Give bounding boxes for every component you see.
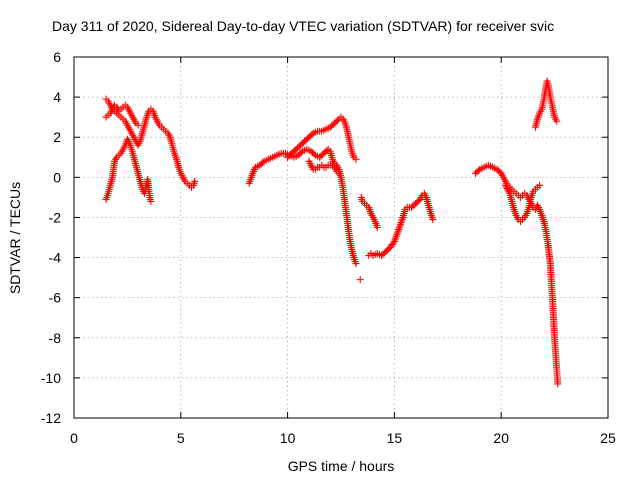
data-point <box>352 155 360 163</box>
y-tick-label: 0 <box>53 169 61 185</box>
data-point <box>536 181 544 189</box>
data-point <box>398 217 406 225</box>
y-tick-label: 4 <box>53 89 61 105</box>
data-point <box>394 227 402 235</box>
ticks-layer: 0 5 10 15 20 25 -12 -10 -8 -6 -4 -2 0 2 4 6 <box>41 49 616 446</box>
data-point <box>398 215 406 223</box>
data-point <box>554 380 562 388</box>
x-tick-label: 5 <box>177 430 185 446</box>
data-point <box>395 224 403 232</box>
x-tick-label: 10 <box>280 430 296 446</box>
series-arc-5 <box>284 113 360 163</box>
x-tick-label: 25 <box>600 430 616 446</box>
data-point <box>356 276 364 284</box>
y-tick-label: -12 <box>41 410 61 426</box>
y-axis-label: SDTVAR / TECUs <box>7 182 23 294</box>
plot-frame <box>73 56 609 419</box>
data-point <box>553 117 561 125</box>
data-point <box>310 150 318 158</box>
data-point <box>397 220 405 228</box>
y-tick-label: -8 <box>49 330 62 346</box>
data-point <box>191 177 199 185</box>
series-arc-11 <box>531 77 561 131</box>
data-point <box>389 239 397 247</box>
series-arc-2 <box>102 95 199 191</box>
y-tick-label: 6 <box>53 49 61 65</box>
data-point <box>392 232 400 240</box>
series-arc-6 <box>305 157 360 268</box>
data-point <box>297 149 305 157</box>
series-arc-3 <box>102 135 155 205</box>
data-point <box>134 121 142 129</box>
y-tick-label: -10 <box>41 370 61 386</box>
data-marks-layer <box>102 77 562 388</box>
data-point <box>373 223 381 231</box>
chart-title: Day 311 of 2020, Sidereal Day-to-day VTE… <box>52 18 554 34</box>
series-arc-10 <box>501 181 544 225</box>
series-arc-7 <box>356 193 381 284</box>
data-point <box>391 236 399 244</box>
data-point <box>390 238 398 246</box>
x-tick-label: 20 <box>493 430 509 446</box>
data-point <box>504 186 512 194</box>
data-point <box>474 167 482 175</box>
data-point <box>147 197 155 205</box>
data-point <box>396 222 404 230</box>
data-point <box>502 183 510 191</box>
data-point <box>259 159 267 167</box>
data-point <box>323 147 331 155</box>
x-axis-label: GPS time / hours <box>288 458 395 474</box>
data-point <box>505 188 513 196</box>
data-point <box>352 260 360 268</box>
data-point <box>395 225 403 233</box>
data-point <box>397 219 405 227</box>
y-tick-label: -2 <box>49 209 62 225</box>
x-tick-label: 0 <box>70 430 78 446</box>
data-point <box>393 231 401 239</box>
data-point <box>501 181 509 189</box>
data-point <box>308 131 316 139</box>
series-arc-8 <box>365 189 437 260</box>
y-tick-label: -4 <box>49 250 62 266</box>
data-point <box>503 185 511 193</box>
y-tick-label: 2 <box>53 129 61 145</box>
data-point <box>333 117 341 125</box>
data-point <box>392 234 400 242</box>
y-tick-label: -6 <box>49 290 62 306</box>
data-point <box>429 215 437 223</box>
data-point <box>393 229 401 237</box>
x-tick-label: 15 <box>387 430 403 446</box>
series-arc-9 <box>472 161 562 388</box>
